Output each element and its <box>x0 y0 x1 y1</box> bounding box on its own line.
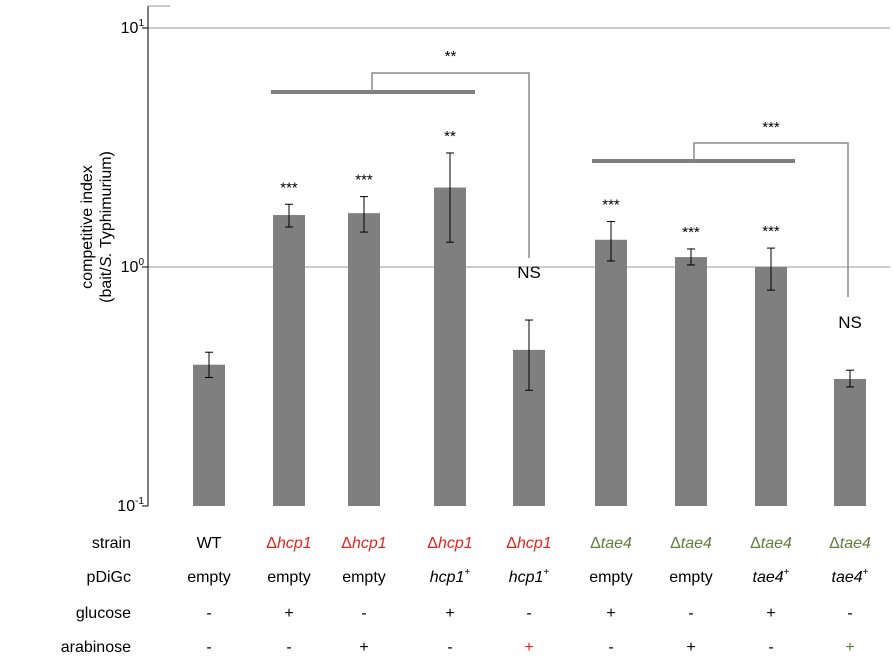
arabinose-cell-2: + <box>359 639 368 656</box>
error-bar-8 <box>846 369 854 388</box>
arabinose-cell-8: + <box>845 639 854 656</box>
error-bar-2 <box>360 196 368 233</box>
strain-cell-3: Δhcp1 <box>427 535 472 552</box>
axis-layer: 101 100 10-1 competitive index (bait/S. Typh… <box>79 5 170 515</box>
y-axis-title: competitive index (bait/S. Typhimurium) <box>79 151 115 303</box>
arabinose-cell-4: + <box>524 639 533 656</box>
significance-label-6: *** <box>682 224 700 241</box>
pdigc-cell-3: hcp1+ <box>430 567 471 586</box>
condition-table: strain pDiGc glucose arabinose WT Δhcp1 Δhcp1 Δ… <box>61 535 871 656</box>
error-bar-7 <box>767 247 775 291</box>
error-bar-1 <box>285 203 293 228</box>
bar-8 <box>834 378 866 506</box>
arabinose-cell-3: - <box>447 639 452 656</box>
row-label-arabinose: arabinose <box>61 639 131 656</box>
significance-label-8: NS <box>838 313 862 332</box>
glucose-cell-5: + <box>606 605 615 622</box>
error-bar-0 <box>205 351 213 378</box>
arabinose-cell-7: - <box>768 639 773 656</box>
arabinose-cell-6: + <box>686 639 695 656</box>
strain-cell-8: Δtae4 <box>829 535 871 552</box>
row-label-strain: strain <box>92 535 131 552</box>
y-tick-label-1: 100 <box>121 257 145 276</box>
bar-1 <box>273 215 305 506</box>
glucose-cell-1: + <box>284 605 293 622</box>
bar-0 <box>193 364 225 506</box>
glucose-cell-7: + <box>766 605 775 622</box>
pdigc-cell-6: empty <box>669 569 713 586</box>
glucose-cell-4: - <box>526 605 531 622</box>
comparison-bracket-1 <box>592 142 849 297</box>
pdigc-cell-7: tae4+ <box>753 567 790 586</box>
strain-cell-5: Δtae4 <box>590 535 632 552</box>
glucose-cell-0: - <box>206 605 211 622</box>
pdigc-cell-0: empty <box>187 569 231 586</box>
pdigc-cell-8: tae4+ <box>832 567 869 586</box>
error-bar-5 <box>607 221 615 262</box>
significance-label-2: *** <box>355 172 373 189</box>
bar-5 <box>595 239 627 507</box>
glucose-cell-3: + <box>445 605 454 622</box>
y-tick-label-2: 10-1 <box>117 496 144 515</box>
pdigc-cell-4: hcp1+ <box>509 567 550 586</box>
glucose-cell-8: - <box>847 605 852 622</box>
glucose-cell-6: - <box>688 605 693 622</box>
strain-cell-6: Δtae4 <box>670 535 712 552</box>
error-bar-4 <box>525 319 533 391</box>
comparison-bracket-layer <box>271 72 849 297</box>
y-tick-label-0: 101 <box>121 18 145 37</box>
significance-label-7: *** <box>762 223 780 240</box>
glucose-cell-2: - <box>361 605 366 622</box>
row-label-glucose: glucose <box>76 605 131 622</box>
significance-label-4: NS <box>517 263 541 282</box>
bar-2 <box>348 213 380 507</box>
arabinose-cell-5: - <box>608 639 613 656</box>
strain-cell-1: Δhcp1 <box>266 535 311 552</box>
significance-label-3: ** <box>444 128 456 145</box>
strain-cell-4: Δhcp1 <box>506 535 551 552</box>
strain-cell-0: WT <box>197 535 222 552</box>
label-layer: *** *****NS****** ***NS***** <box>280 48 862 332</box>
pdigc-cell-2: empty <box>342 569 386 586</box>
arabinose-cell-0: - <box>206 639 211 656</box>
error-bar-6 <box>687 248 695 266</box>
error-bar-3 <box>446 152 454 243</box>
bracket-connector-0 <box>371 72 530 258</box>
significance-label-5: *** <box>602 197 620 214</box>
bar-layer <box>193 187 866 507</box>
pdigc-cell-5: empty <box>589 569 633 586</box>
significance-label-1: *** <box>280 179 298 196</box>
strain-cell-7: Δtae4 <box>750 535 792 552</box>
comparison-label-1: *** <box>762 119 780 136</box>
bracket-connector-1 <box>693 142 849 297</box>
bar-7 <box>755 267 787 506</box>
bar-6 <box>675 257 707 506</box>
pdigc-cell-1: empty <box>267 569 311 586</box>
strain-cell-2: Δhcp1 <box>341 535 386 552</box>
comparison-bracket-0 <box>271 72 530 258</box>
error-bar-layer <box>205 152 854 391</box>
arabinose-cell-1: - <box>286 639 291 656</box>
comparison-label-0: ** <box>445 48 457 65</box>
row-label-pDiGc: pDiGc <box>87 569 131 586</box>
